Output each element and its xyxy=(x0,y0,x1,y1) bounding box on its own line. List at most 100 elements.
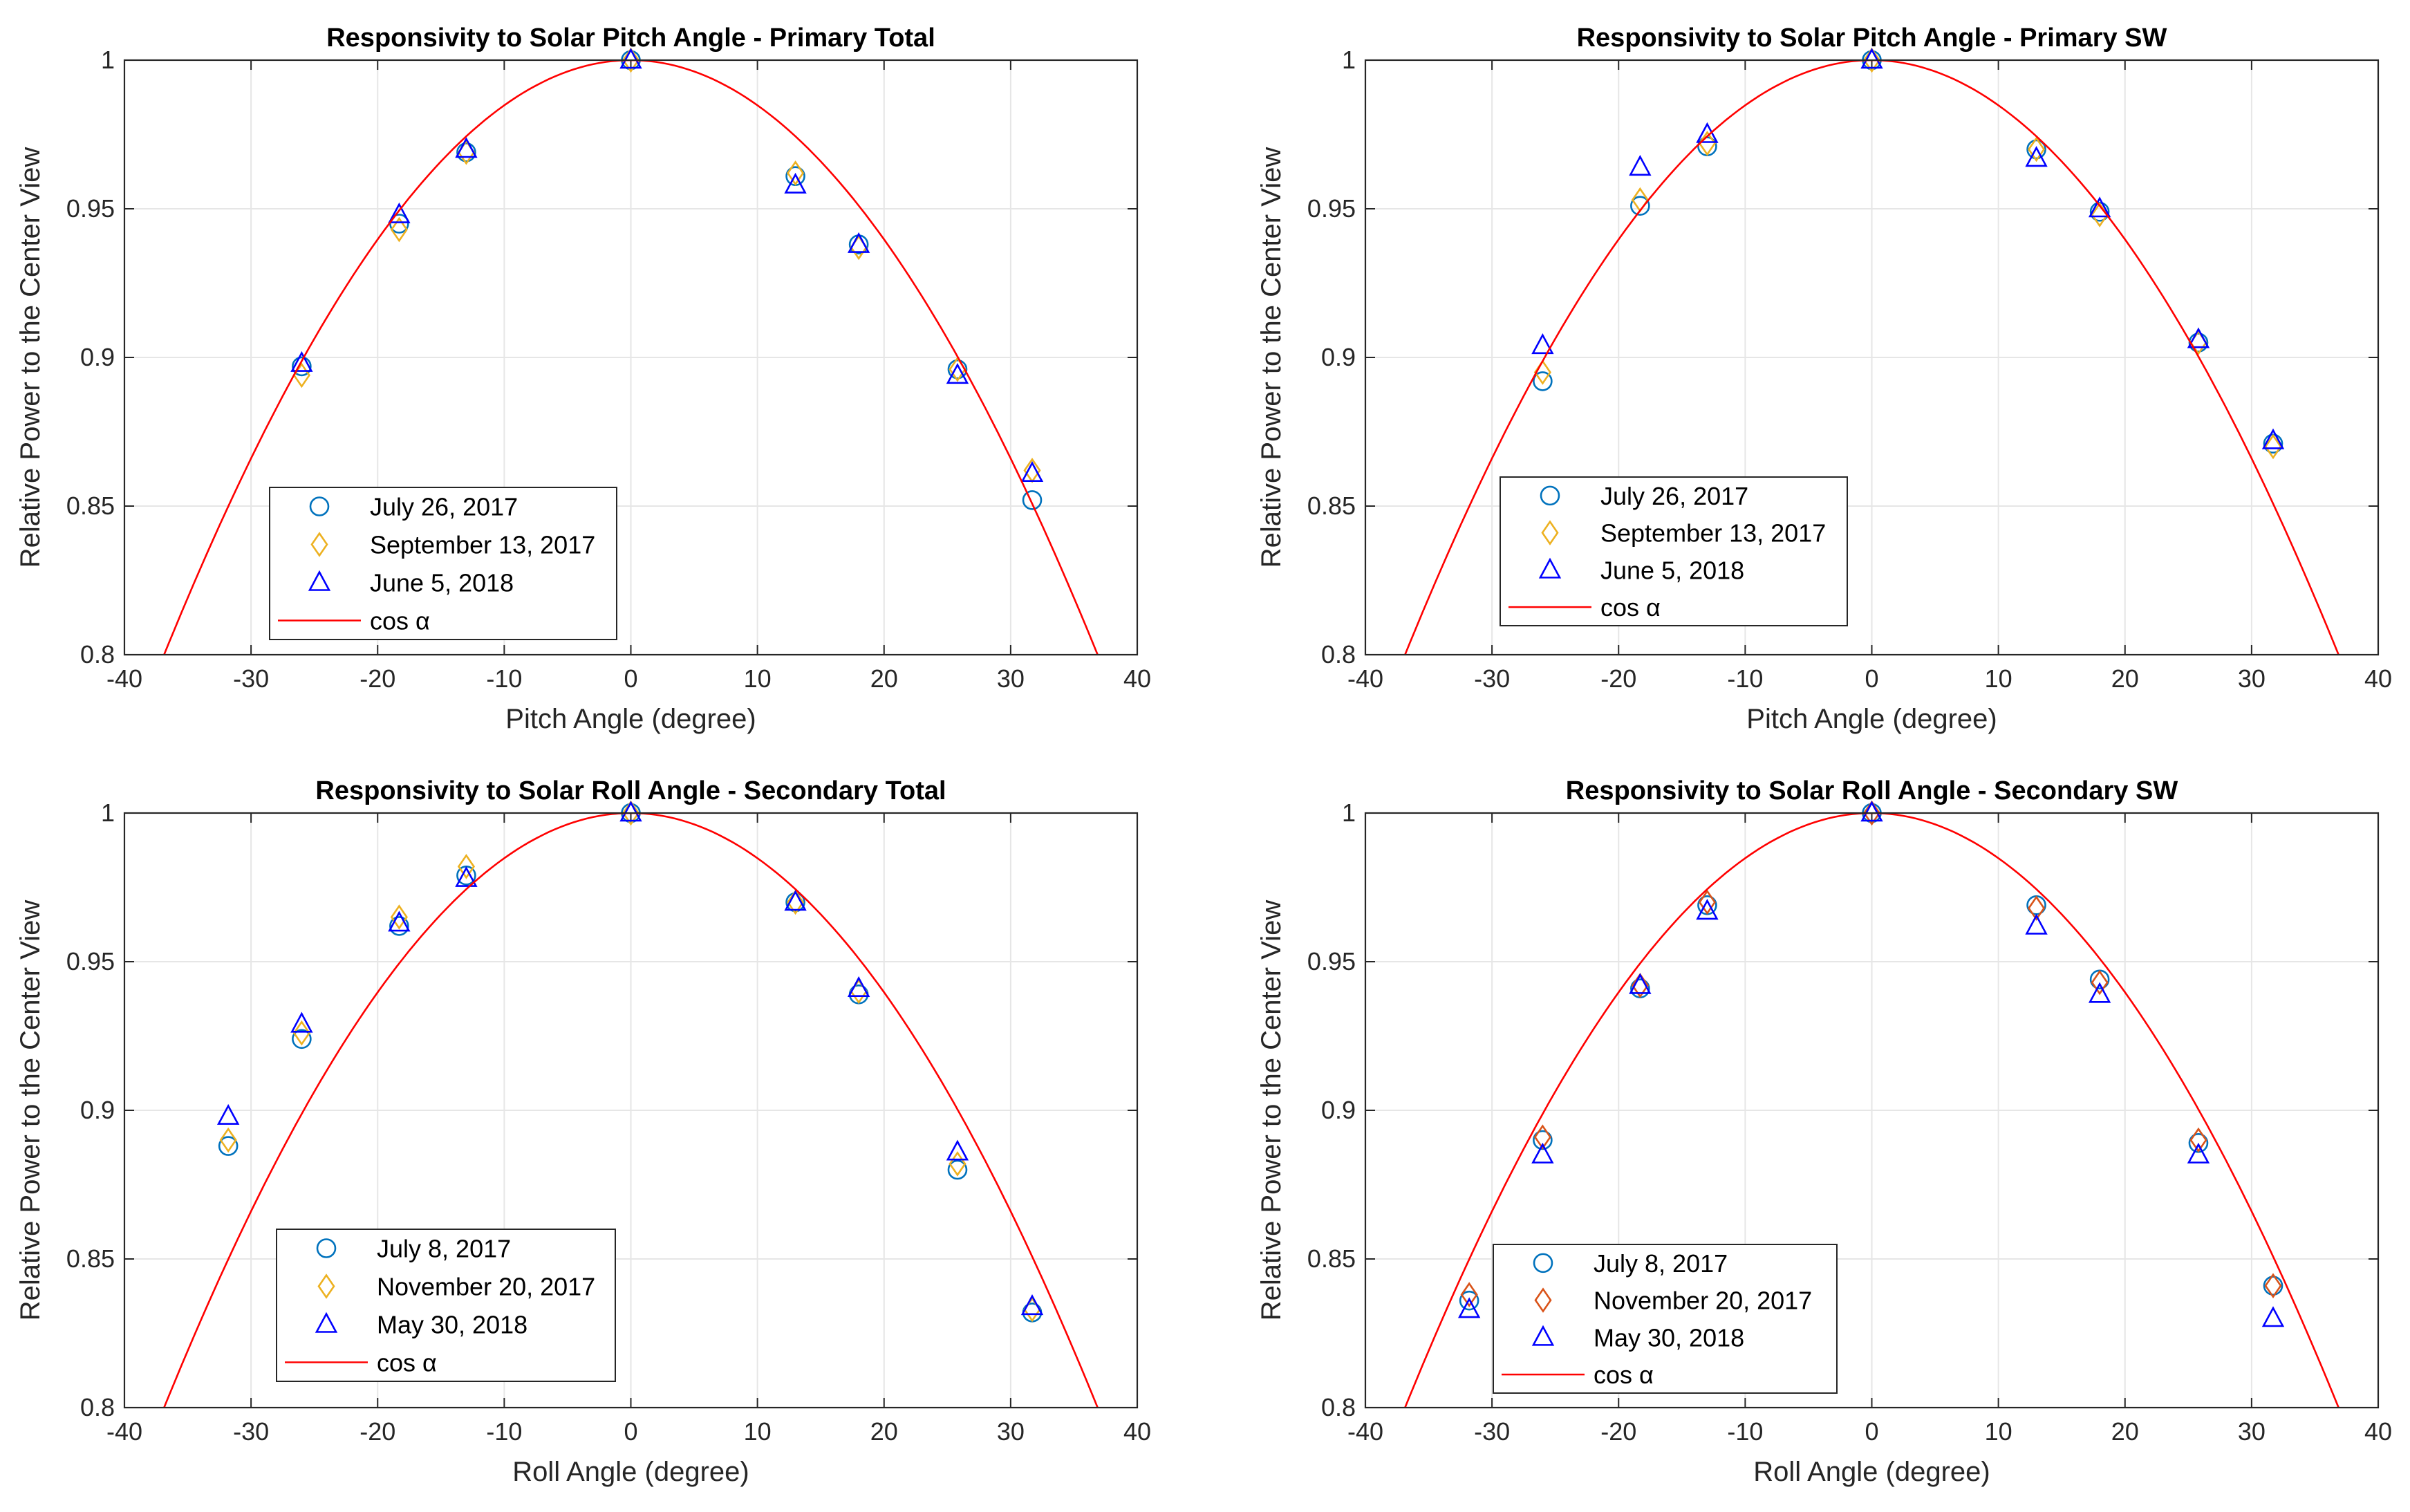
legend-circle-swatch xyxy=(1533,1253,1553,1273)
roll-secondary-total-panel: -40 -30 -20 -10 0 10 20 30 40 0.8 0.85 0.9 0.95 1 Resp… xyxy=(15,776,1151,1487)
legend: July 26, 2017 September 13, 2017 June 5, 2… xyxy=(269,487,617,640)
y-tick-label: 0.9 xyxy=(80,1096,115,1124)
legend-label: July 26, 2017 xyxy=(1600,482,1748,510)
chart-title: Responsivity to Solar Pitch Angle - Prim… xyxy=(326,24,935,53)
cos-curve-line xyxy=(1403,60,2340,655)
x-tick-label: 20 xyxy=(870,664,898,693)
pitch-primary-sw-panel: -40 -30 -20 -10 0 10 20 30 40 0.8 0.85 0.9 0.95 1 Resp… xyxy=(1256,24,2392,734)
circle-data-point xyxy=(1459,1290,1479,1311)
legend-label: cos α xyxy=(1594,1361,1654,1389)
x-tick-label: 40 xyxy=(1123,664,1151,693)
legend-diamond-swatch xyxy=(317,1273,335,1299)
x-tick-label: -20 xyxy=(1600,1417,1636,1446)
x-tick-label: 10 xyxy=(744,1417,772,1446)
x-tick-label: -40 xyxy=(1347,664,1383,693)
triangle-data-point xyxy=(946,363,969,384)
legend: July 8, 2017 November 20, 2017 May 30, 201… xyxy=(1493,1244,1838,1394)
x-tick-label: -30 xyxy=(233,1417,269,1446)
legend-box xyxy=(1500,476,1848,626)
x-tick-label: 20 xyxy=(2111,664,2139,693)
x-tick-label: 40 xyxy=(2364,664,2392,693)
legend-circle-swatch xyxy=(309,496,330,516)
y-tick-label: 0.8 xyxy=(1321,640,1356,669)
x-tick-label: 0 xyxy=(624,664,637,693)
triangle-data-point xyxy=(455,137,478,158)
circle-data-point xyxy=(218,1136,239,1156)
circle-data-point xyxy=(2026,139,2046,160)
diamond-data-point xyxy=(390,904,408,930)
x-tick-label: 10 xyxy=(1985,1417,2012,1446)
x-tick-label: 30 xyxy=(2238,664,2266,693)
circle-data-point xyxy=(2188,333,2209,353)
legend-label: November 20, 2017 xyxy=(377,1273,595,1301)
y-tick-label: 1 xyxy=(1342,799,1356,827)
x-tick-label: -10 xyxy=(1727,1417,1763,1446)
triangle-data-point xyxy=(619,48,642,69)
y-tick-label: 1 xyxy=(1342,46,1356,74)
legend-triangle-swatch xyxy=(1531,1325,1555,1346)
pitch-primary-total-panel: -40 -30 -20 -10 0 10 20 30 40 0.8 0.85 0.9 0.95 1 Resp… xyxy=(15,24,1151,734)
diamond-data-point xyxy=(2027,895,2046,921)
x-tick-label: -30 xyxy=(1474,664,1510,693)
legend-label: cos α xyxy=(1600,593,1661,622)
diamond-data-point xyxy=(390,216,408,243)
y-tick-label: 0.85 xyxy=(66,492,115,520)
diamond-data-point xyxy=(2027,136,2046,162)
triangle-data-point xyxy=(290,351,313,372)
circle-data-point xyxy=(947,359,968,380)
triangle-data-point xyxy=(1696,899,1719,920)
x-tick-label: 0 xyxy=(624,1417,637,1446)
x-tick-label: -10 xyxy=(486,1417,522,1446)
triangle-data-point xyxy=(847,232,870,253)
circle-data-point xyxy=(2263,1276,2283,1296)
legend-circle-swatch xyxy=(316,1238,337,1258)
axes-frame xyxy=(123,59,1139,656)
legend-label: July 8, 2017 xyxy=(377,1235,511,1263)
diamond-data-point xyxy=(786,889,805,915)
triangle-data-point xyxy=(847,976,870,997)
y-tick-label: 0.8 xyxy=(80,1393,115,1421)
triangle-data-point xyxy=(1860,801,1883,822)
legend-diamond-swatch xyxy=(310,532,328,557)
triangle-data-point xyxy=(2187,1142,2210,1164)
diamond-data-point xyxy=(1533,1124,1551,1150)
diamond-data-point xyxy=(292,1020,310,1046)
triangle-data-point xyxy=(1860,48,1883,69)
cos-curve-line xyxy=(162,60,1099,655)
diamond-data-point xyxy=(2264,433,2282,460)
legend: July 8, 2017 November 20, 2017 May 30, 201… xyxy=(276,1229,616,1382)
diamond-data-point xyxy=(457,854,476,879)
triangle-data-point xyxy=(619,801,642,822)
triangle-data-point xyxy=(1020,1294,1044,1316)
x-axis-label: Pitch Angle (degree) xyxy=(1746,704,1997,734)
triangle-data-point xyxy=(946,1139,969,1161)
triangle-data-point xyxy=(2261,1306,2285,1327)
circle-data-point xyxy=(292,356,312,377)
diamond-data-point xyxy=(2189,1127,2207,1153)
x-axis-label: Roll Angle (degree) xyxy=(1753,1457,1990,1487)
x-tick-label: -40 xyxy=(106,664,142,693)
legend-label: June 5, 2018 xyxy=(370,569,514,597)
diamond-data-point xyxy=(1631,973,1649,998)
diamond-data-point xyxy=(1698,889,1717,915)
circle-data-point xyxy=(292,1029,312,1049)
triangle-data-point xyxy=(388,202,411,223)
legend-label: July 8, 2017 xyxy=(1594,1249,1728,1278)
y-tick-label: 0.9 xyxy=(80,343,115,371)
y-tick-label: 0.8 xyxy=(1321,1393,1356,1421)
chart-title: Responsivity to Solar Roll Angle - Secon… xyxy=(315,776,946,805)
y-tick-label: 0.95 xyxy=(66,194,115,223)
triangle-data-point xyxy=(2261,428,2285,449)
triangle-data-point xyxy=(784,172,807,194)
triangle-data-point xyxy=(290,1011,313,1033)
diamond-data-point xyxy=(219,1127,237,1153)
circle-data-point xyxy=(456,142,476,162)
legend-label: May 30, 2018 xyxy=(1594,1323,1744,1352)
circle-data-point xyxy=(1533,371,1553,391)
y-axis-label: Relative Power to the Center View xyxy=(15,147,46,568)
x-tick-label: 10 xyxy=(744,664,772,693)
legend-circle-swatch xyxy=(1540,485,1560,506)
axes-frame xyxy=(1364,59,2380,656)
triangle-data-point xyxy=(455,866,478,887)
